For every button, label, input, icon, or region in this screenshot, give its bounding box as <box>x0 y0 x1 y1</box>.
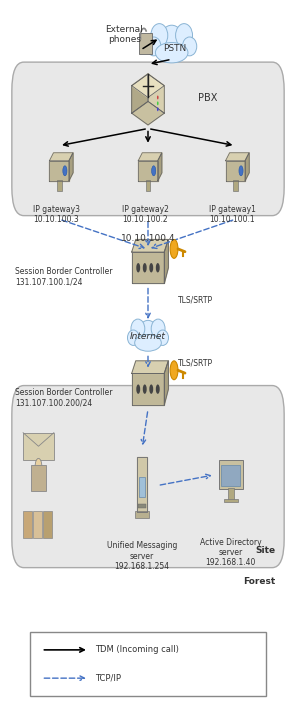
Circle shape <box>63 166 67 176</box>
Polygon shape <box>226 161 245 181</box>
Circle shape <box>136 384 140 394</box>
Bar <box>228 488 234 501</box>
Polygon shape <box>138 161 158 181</box>
Circle shape <box>170 361 178 380</box>
Circle shape <box>149 384 153 394</box>
Text: TLS/SRTP: TLS/SRTP <box>178 296 213 304</box>
Bar <box>57 180 62 191</box>
Circle shape <box>136 263 140 273</box>
FancyBboxPatch shape <box>12 386 284 568</box>
Text: Session Border Controller
131.107.100.1/24: Session Border Controller 131.107.100.1/… <box>15 267 112 287</box>
Circle shape <box>156 384 160 394</box>
Polygon shape <box>245 153 249 181</box>
Polygon shape <box>132 101 164 125</box>
Bar <box>135 511 149 518</box>
Bar <box>224 498 238 502</box>
Ellipse shape <box>157 330 168 346</box>
Polygon shape <box>132 74 164 98</box>
Text: IP gateway2
10.10.100.2: IP gateway2 10.10.100.2 <box>122 205 168 224</box>
Ellipse shape <box>135 334 161 351</box>
Polygon shape <box>132 252 164 283</box>
Polygon shape <box>137 458 147 513</box>
Ellipse shape <box>182 37 197 56</box>
FancyBboxPatch shape <box>30 632 266 696</box>
Polygon shape <box>226 153 249 161</box>
Polygon shape <box>158 153 162 181</box>
Ellipse shape <box>147 37 161 56</box>
Ellipse shape <box>151 319 165 338</box>
Circle shape <box>157 101 159 105</box>
Text: IP gateway3
10.10.100.3: IP gateway3 10.10.100.3 <box>33 205 80 224</box>
Bar <box>23 511 32 538</box>
Bar <box>138 503 146 508</box>
Text: Forest: Forest <box>243 577 275 586</box>
Text: IP gateway1
10.10.100.1: IP gateway1 10.10.100.1 <box>209 205 256 224</box>
Ellipse shape <box>155 42 188 63</box>
Polygon shape <box>132 373 164 405</box>
Bar <box>233 180 238 191</box>
Text: External
phones: External phones <box>105 25 143 44</box>
Polygon shape <box>49 153 73 161</box>
Bar <box>33 511 42 538</box>
Circle shape <box>149 263 153 273</box>
Bar <box>23 433 54 460</box>
Text: TDM (Incoming call): TDM (Incoming call) <box>95 645 178 655</box>
Bar <box>146 180 150 191</box>
Polygon shape <box>138 153 162 161</box>
Ellipse shape <box>151 24 168 47</box>
Circle shape <box>170 239 178 258</box>
Circle shape <box>143 384 147 394</box>
Circle shape <box>152 166 156 176</box>
Text: PBX: PBX <box>198 93 218 103</box>
Bar <box>221 465 240 486</box>
Polygon shape <box>49 161 69 181</box>
Ellipse shape <box>139 321 157 345</box>
Circle shape <box>143 263 147 273</box>
Ellipse shape <box>128 330 139 346</box>
Text: TLS/SRTP: TLS/SRTP <box>178 358 213 367</box>
Bar <box>219 460 243 489</box>
Circle shape <box>157 96 159 99</box>
Text: Internet: Internet <box>130 332 166 341</box>
Bar <box>31 466 46 491</box>
Polygon shape <box>132 239 168 252</box>
Circle shape <box>157 107 159 111</box>
Bar <box>139 477 145 497</box>
Polygon shape <box>69 153 73 181</box>
Ellipse shape <box>176 24 192 47</box>
Circle shape <box>35 458 42 475</box>
Circle shape <box>239 166 243 176</box>
Ellipse shape <box>131 319 145 338</box>
Polygon shape <box>164 361 168 405</box>
Polygon shape <box>164 239 168 283</box>
Bar <box>139 33 152 54</box>
Text: Active Directory
server
192.168.1.40: Active Directory server 192.168.1.40 <box>200 538 262 568</box>
Text: PSTN: PSTN <box>163 44 186 53</box>
Polygon shape <box>132 74 148 113</box>
Text: Session Border Controller
131.107.100.200/24: Session Border Controller 131.107.100.20… <box>15 388 112 408</box>
Text: Site: Site <box>255 546 275 555</box>
Polygon shape <box>132 361 168 373</box>
Polygon shape <box>148 74 164 113</box>
Text: 10.10.100.4: 10.10.100.4 <box>121 233 175 243</box>
Text: Unified Messaging
server
192.168.1.254: Unified Messaging server 192.168.1.254 <box>107 541 177 571</box>
Bar <box>43 511 52 538</box>
Text: TCP/IP: TCP/IP <box>95 673 121 683</box>
FancyBboxPatch shape <box>12 62 284 216</box>
Circle shape <box>156 263 160 273</box>
Ellipse shape <box>160 25 184 55</box>
